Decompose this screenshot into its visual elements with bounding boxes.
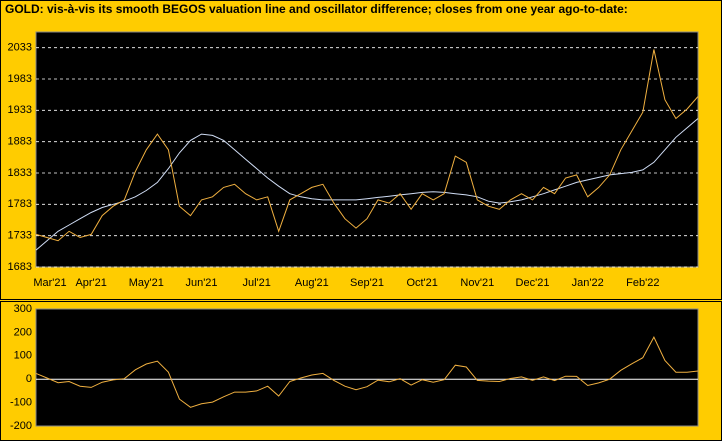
y-tick-label: 100 xyxy=(14,350,32,362)
series-line xyxy=(35,49,699,242)
y-tick-label: 0 xyxy=(26,373,32,385)
y-tick-label: 2033 xyxy=(8,42,32,54)
x-tick-label: Apr'21 xyxy=(75,277,106,289)
x-tick-label: Dec'21 xyxy=(516,277,550,289)
x-tick-label: Feb'22 xyxy=(626,277,659,289)
y-tick-label: 1733 xyxy=(8,230,32,242)
x-tick-label: Jun'21 xyxy=(185,277,217,289)
x-tick-label: Jul'21 xyxy=(242,277,270,289)
x-tick-label: May'21 xyxy=(129,277,164,289)
y-tick-label: 300 xyxy=(14,303,32,315)
plot-area xyxy=(35,31,699,268)
x-tick-label: Nov'21 xyxy=(460,277,494,289)
plot-area xyxy=(35,308,699,427)
y-tick-label: 200 xyxy=(14,326,32,338)
x-tick-label: Oct'21 xyxy=(406,277,437,289)
x-tick-label: Mar'21 xyxy=(33,277,66,289)
y-tick-label: 1783 xyxy=(8,198,32,210)
y-tick-label: -200 xyxy=(10,420,32,432)
chart-title: GOLD: vis-à-vis its smooth BEGOS valuati… xyxy=(5,2,628,16)
series-line xyxy=(35,335,699,408)
x-tick-label: Aug'21 xyxy=(295,277,329,289)
y-tick-label: -100 xyxy=(10,397,32,409)
y-tick-label: 1983 xyxy=(8,73,32,85)
y-tick-label: 1883 xyxy=(8,136,32,148)
y-tick-label: 1933 xyxy=(8,104,32,116)
x-tick-label: Jan'22 xyxy=(572,277,604,289)
y-tick-label: 1833 xyxy=(8,167,32,179)
y-tick-label: 1683 xyxy=(8,261,32,273)
x-tick-label: Sep'21 xyxy=(350,277,384,289)
series-line xyxy=(35,118,699,251)
